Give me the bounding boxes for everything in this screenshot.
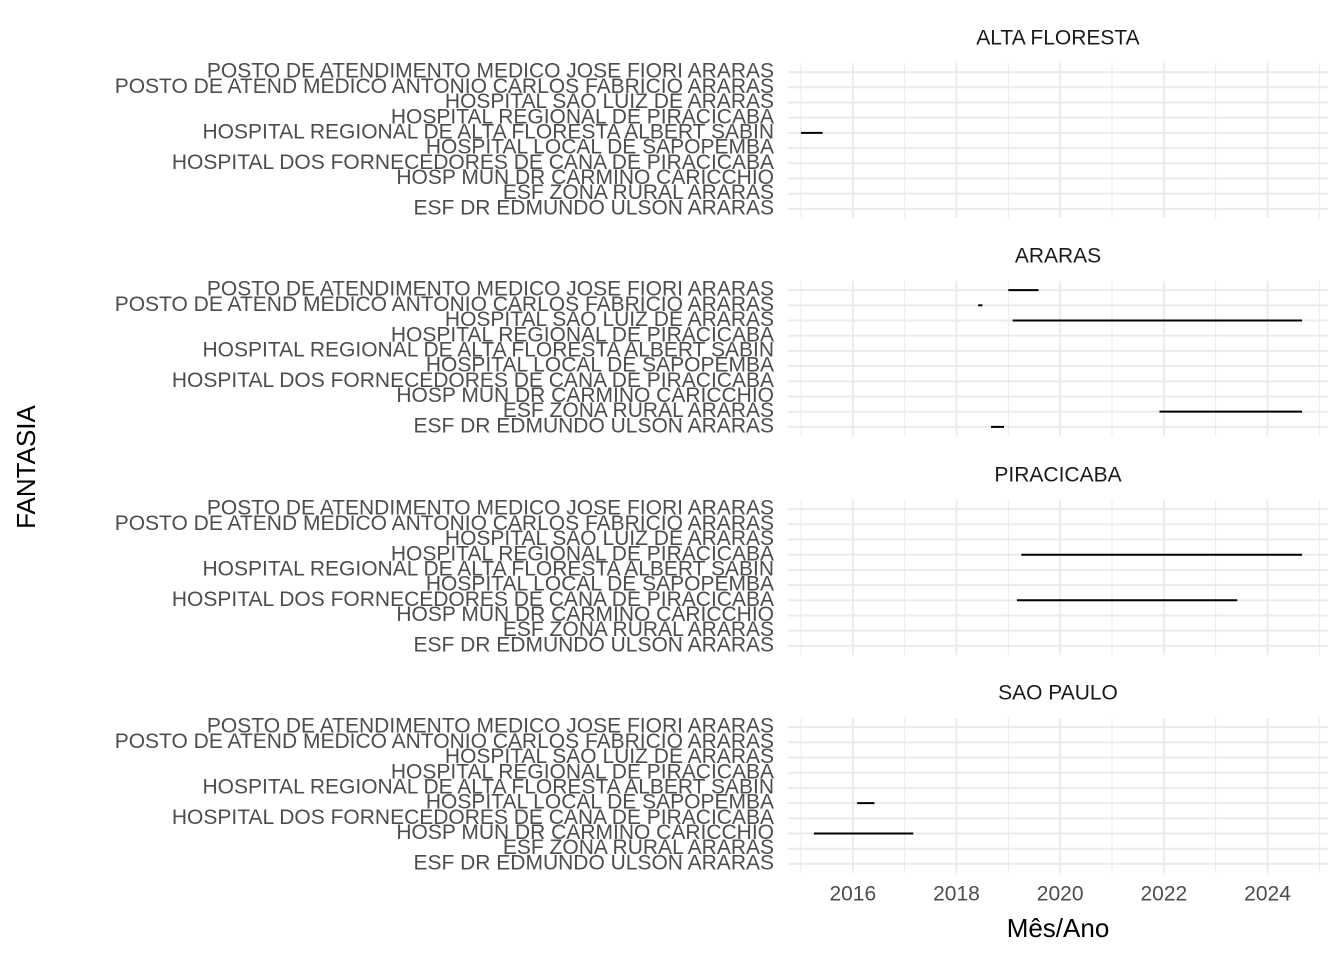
y-tick-label: HOSPITAL LOCAL DE SAPOPEMBA: [426, 136, 774, 159]
y-tick-label: HOSPITAL REGIONAL DE PIRACICABA: [391, 760, 774, 783]
y-tick-label: ESF DR EDMUNDO ULSON ARARAS: [413, 414, 774, 437]
y-tick-label: ESF ZONA RURAL ARARAS: [503, 181, 774, 204]
y-tick-label: HOSPITAL LOCAL DE SAPOPEMBA: [426, 791, 774, 814]
y-tick-label: HOSP MUN DR CARMINO CARICCHIO: [396, 384, 774, 407]
y-tick-label: HOSPITAL SAO LUIZ DE ARARAS: [445, 90, 774, 113]
y-tick-label: ESF ZONA RURAL ARARAS: [503, 399, 774, 422]
y-tick-label: POSTO DE ATENDIMENTO MEDICO JOSE FIORI A…: [207, 60, 774, 83]
x-tick-label: 2022: [1140, 883, 1187, 906]
y-tick-label: ESF ZONA RURAL ARARAS: [503, 836, 774, 859]
panel-title: ARARAS: [1015, 245, 1101, 268]
x-tick-label: 2024: [1244, 883, 1291, 906]
y-tick-label: POSTO DE ATEND MEDICO ANTONIO CARLOS FAB…: [115, 293, 774, 316]
y-tick-label: HOSPITAL REGIONAL DE ALTA FLORESTA ALBER…: [203, 338, 774, 361]
y-tick-label: POSTO DE ATEND MEDICO ANTONIO CARLOS FAB…: [115, 730, 774, 753]
y-tick-label: HOSP MUN DR CARMINO CARICCHIO: [396, 821, 774, 844]
y-axis-title: FANTASIA: [11, 404, 41, 528]
y-tick-label: HOSPITAL SAO LUIZ DE ARARAS: [445, 527, 774, 550]
y-tick-label: HOSPITAL DOS FORNECEDORES DE CANA DE PIR…: [172, 369, 774, 392]
y-tick-label: HOSPITAL LOCAL DE SAPOPEMBA: [426, 573, 774, 596]
y-tick-label: HOSPITAL REGIONAL DE PIRACICABA: [391, 323, 774, 346]
y-tick-label: ESF ZONA RURAL ARARAS: [503, 618, 774, 641]
y-tick-label: HOSP MUN DR CARMINO CARICCHIO: [396, 166, 774, 189]
y-tick-label: HOSPITAL REGIONAL DE PIRACICABA: [391, 542, 774, 565]
x-axis-title: Mês/Ano: [1007, 913, 1110, 943]
x-tick-label: 2018: [933, 883, 980, 906]
y-tick-label: POSTO DE ATEND MEDICO ANTONIO CARLOS FAB…: [115, 512, 774, 535]
y-tick-label: HOSPITAL LOCAL DE SAPOPEMBA: [426, 354, 774, 377]
y-tick-label: HOSPITAL SAO LUIZ DE ARARAS: [445, 745, 774, 768]
y-tick-label: HOSPITAL DOS FORNECEDORES DE CANA DE PIR…: [172, 806, 774, 829]
y-tick-label: HOSPITAL DOS FORNECEDORES DE CANA DE PIR…: [172, 151, 774, 174]
x-tick-label: 2020: [1037, 883, 1084, 906]
y-tick-label: HOSPITAL SAO LUIZ DE ARARAS: [445, 308, 774, 331]
y-tick-label: ESF DR EDMUNDO ULSON ARARAS: [413, 633, 774, 656]
y-tick-label: HOSPITAL REGIONAL DE ALTA FLORESTA ALBER…: [203, 557, 774, 580]
y-tick-label: POSTO DE ATEND MEDICO ANTONIO CARLOS FAB…: [115, 75, 774, 98]
y-tick-label: POSTO DE ATENDIMENTO MEDICO JOSE FIORI A…: [207, 497, 774, 520]
panel-title: SAO PAULO: [998, 682, 1118, 705]
x-tick-label: 2016: [829, 883, 876, 906]
panel-title: ALTA FLORESTA: [976, 27, 1139, 50]
y-tick-label: HOSP MUN DR CARMINO CARICCHIO: [396, 603, 774, 626]
y-tick-label: HOSPITAL REGIONAL DE ALTA FLORESTA ALBER…: [203, 775, 774, 798]
y-tick-label: POSTO DE ATENDIMENTO MEDICO JOSE FIORI A…: [207, 715, 774, 738]
y-tick-label: ESF DR EDMUNDO ULSON ARARAS: [413, 851, 774, 874]
y-tick-label: HOSPITAL DOS FORNECEDORES DE CANA DE PIR…: [172, 588, 774, 611]
y-tick-label: HOSPITAL REGIONAL DE ALTA FLORESTA ALBER…: [203, 120, 774, 143]
y-tick-label: HOSPITAL REGIONAL DE PIRACICABA: [391, 105, 774, 128]
panel-title: PIRACICABA: [994, 464, 1121, 487]
y-tick-label: ESF DR EDMUNDO ULSON ARARAS: [413, 196, 774, 219]
y-tick-label: POSTO DE ATENDIMENTO MEDICO JOSE FIORI A…: [207, 278, 774, 301]
